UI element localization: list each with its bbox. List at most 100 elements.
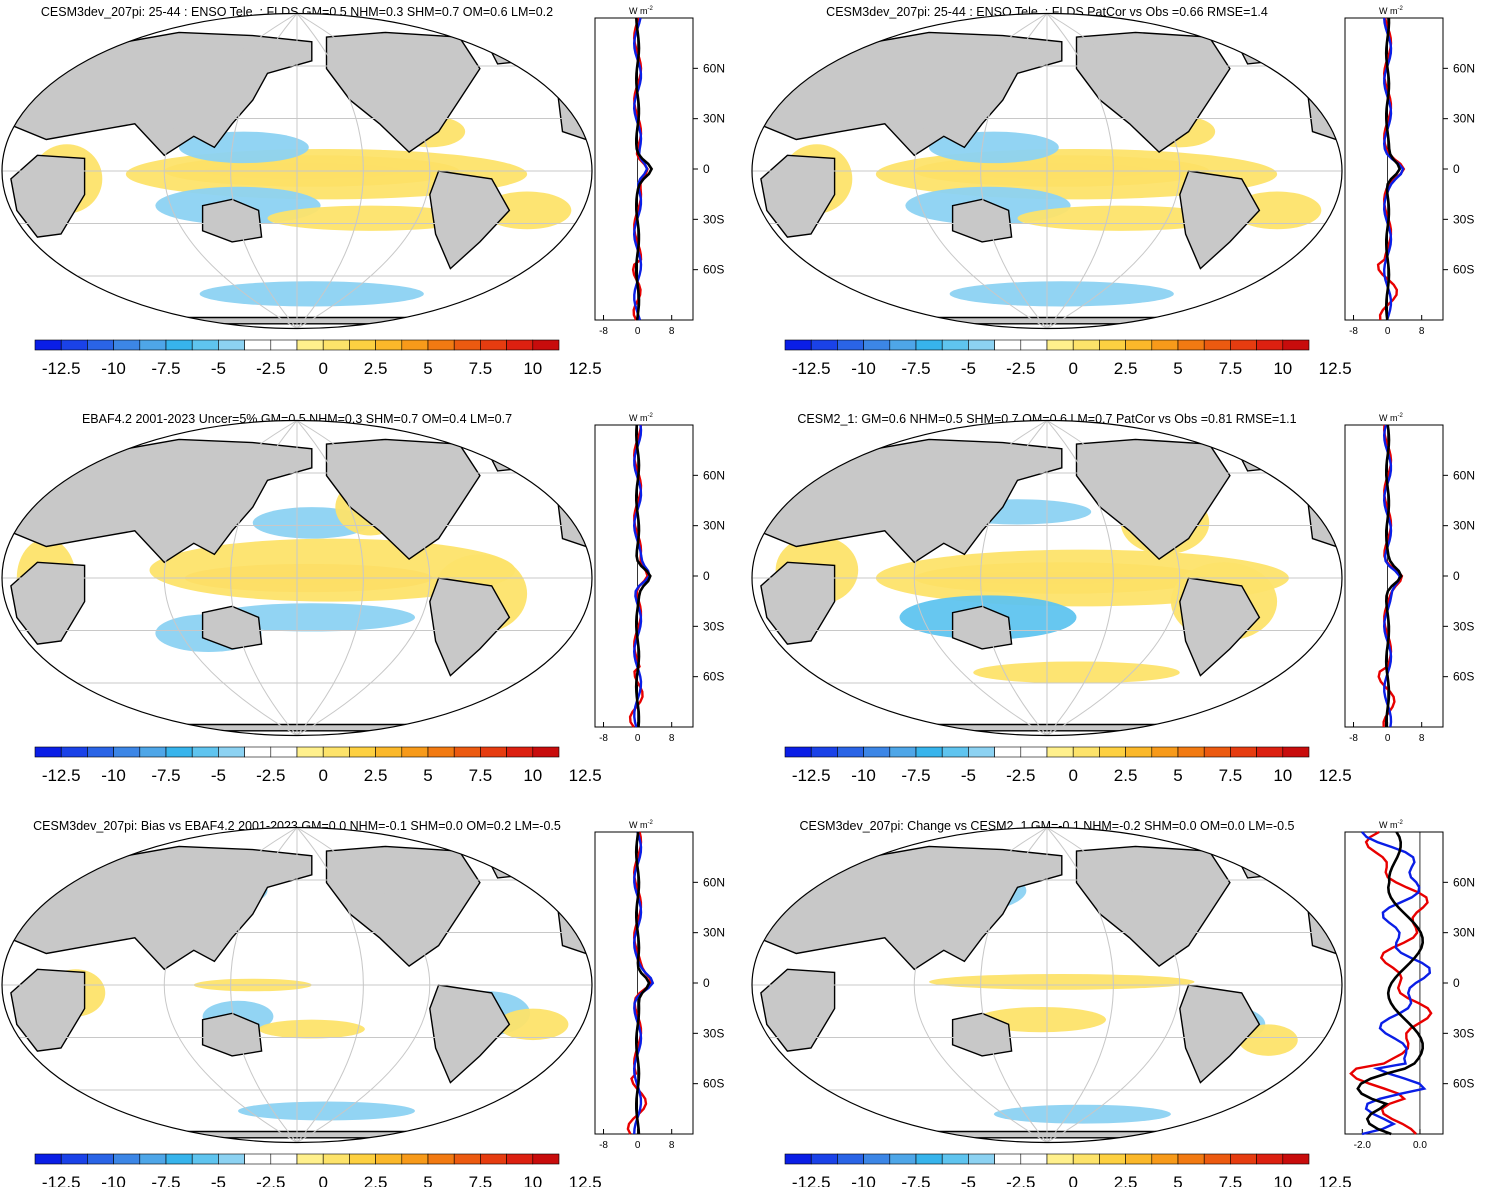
longitude-line: [980, 827, 1048, 1143]
colorbar-label: 7.5: [1219, 766, 1243, 785]
profile-line-blue: [632, 17, 649, 321]
longitude-line: [914, 827, 1048, 1143]
colorbar-swatch: [218, 339, 245, 351]
lat-tick-label: 60N: [703, 61, 725, 75]
lat-tick-label: 30S: [1453, 619, 1474, 633]
anomaly-blob: [149, 538, 516, 602]
colorbar-swatch: [1151, 339, 1179, 351]
colorbar-swatch: [994, 1153, 1022, 1165]
longitude-line: [164, 13, 298, 329]
colorbar-swatch: [218, 1153, 245, 1165]
colorbar-label: -2.5: [1006, 359, 1035, 378]
colorbar-swatch: [889, 746, 917, 758]
colorbar-swatch: [427, 1153, 455, 1165]
anomaly-blob: [267, 205, 474, 231]
colorbar-swatch: [1282, 1153, 1310, 1165]
x-tick-label: 8: [669, 733, 675, 744]
colorbar-swatch: [191, 1153, 219, 1165]
lat-tick-label: 0: [1453, 976, 1460, 990]
colorbar-label: 7.5: [1219, 1173, 1243, 1187]
colorbar-swatch: [1256, 746, 1284, 758]
colorbar-swatch: [453, 1153, 481, 1165]
colorbar-swatch: [968, 1153, 995, 1165]
colorbar-swatch: [1099, 339, 1126, 351]
longitude-line: [1046, 13, 1180, 329]
colorbar-swatch: [1046, 746, 1074, 758]
profile-line-black: [1356, 831, 1425, 1136]
colorbar-label: -7.5: [901, 359, 930, 378]
panel-graphics: W m-2 60N 30N 0 30S 60S -8 0 8 -12.5 -10 -7.5 -5 -2.5…: [751, 413, 1475, 785]
map-title: CESM3dev_207pi: Bias vs EBAF4.2 2001-202…: [33, 819, 561, 833]
land-mask: [6, 31, 313, 157]
colorbar-swatch: [270, 339, 298, 351]
colorbar-label: 10: [1273, 359, 1292, 378]
profile-line-blue: [632, 831, 655, 1135]
colorbar-swatch: [1177, 1153, 1205, 1165]
x-tick-label: -8: [599, 733, 608, 744]
colorbar-swatch: [139, 1153, 167, 1165]
map-border: [751, 12, 1343, 330]
colorbar-swatch: [889, 339, 917, 351]
colorbar-swatch: [1072, 1153, 1100, 1165]
colorbar-swatch: [863, 746, 891, 758]
colorbar-swatch: [1256, 339, 1284, 351]
lat-tick-label: 0: [1453, 569, 1460, 583]
colorbar-swatch: [506, 339, 534, 351]
colorbar-swatch: [244, 1153, 272, 1165]
panel-graphics: W m-2 60N 30N 0 30S 60S -8 0 8 -12.5 -10 -7.5 -5 -2.5…: [1, 820, 725, 1187]
longitude-line: [1046, 827, 1180, 1143]
colorbar-swatch: [1203, 746, 1231, 758]
lat-tick-label: 60S: [1453, 1077, 1474, 1091]
colorbar-swatch: [863, 339, 891, 351]
colorbar-swatch: [165, 1153, 193, 1165]
colorbar-swatch: [34, 339, 62, 351]
longitude-line: [296, 827, 364, 1143]
longitude-line: [296, 827, 430, 1143]
longitude-line: [164, 827, 298, 1143]
colorbar-swatch: [296, 746, 324, 758]
colorbar-label: -5: [961, 1173, 976, 1187]
x-tick-label: -8: [599, 326, 608, 337]
land-mask: [6, 438, 313, 564]
land-mask: [201, 1012, 263, 1057]
x-tick-label: -2.0: [1354, 1140, 1372, 1151]
colorbar-swatch: [784, 1153, 812, 1165]
colorbar-swatch: [270, 1153, 298, 1165]
colorbar-swatch: [87, 1153, 114, 1165]
colorbar-swatch: [139, 339, 167, 351]
colorbar-label: -2.5: [256, 766, 285, 785]
colorbar-swatch: [165, 339, 193, 351]
map-title: CESM3dev_207pi: Change vs CESM2_1 GM=-0.…: [799, 819, 1295, 833]
profile-line-red: [1349, 830, 1433, 1135]
land-mask: [1075, 31, 1231, 154]
colorbar-swatch: [480, 1153, 507, 1165]
lat-tick-label: 30N: [1453, 519, 1475, 533]
lat-tick-label: 60S: [703, 670, 724, 684]
x-tick-label: 8: [669, 1140, 675, 1151]
colorbar-swatch: [401, 1153, 429, 1165]
colorbar-label: 7.5: [469, 1173, 493, 1187]
colorbar-swatch: [532, 1153, 560, 1165]
land-mask: [201, 198, 263, 243]
land-mask: [429, 577, 511, 677]
colorbar-label: 5: [423, 766, 432, 785]
panel-graphics: W m-2 60N 30N 0 30S 60S -8 0 8 -12.5 -10 -7.5 -5 -2.5…: [1, 6, 725, 378]
colorbar-swatch: [480, 746, 507, 758]
colorbar-swatch: [968, 746, 995, 758]
colorbar-label: -10: [101, 359, 126, 378]
anomaly-blob: [949, 281, 1174, 307]
colorbar-swatch: [1020, 339, 1048, 351]
lat-tick-label: 30N: [703, 926, 725, 940]
colorbar-swatch: [1282, 746, 1310, 758]
lat-tick-label: 30N: [1453, 926, 1475, 940]
colorbar-label: 0: [1068, 1173, 1077, 1187]
colorbar-swatch: [994, 339, 1022, 351]
colorbar-swatch: [480, 339, 507, 351]
x-tick-label: 0.0: [1413, 1140, 1427, 1151]
profile-line-blue: [1361, 831, 1432, 1136]
land-mask: [760, 561, 836, 645]
lat-tick-label: 0: [1453, 162, 1460, 176]
land-mask: [1075, 845, 1231, 968]
land-mask: [201, 605, 263, 650]
